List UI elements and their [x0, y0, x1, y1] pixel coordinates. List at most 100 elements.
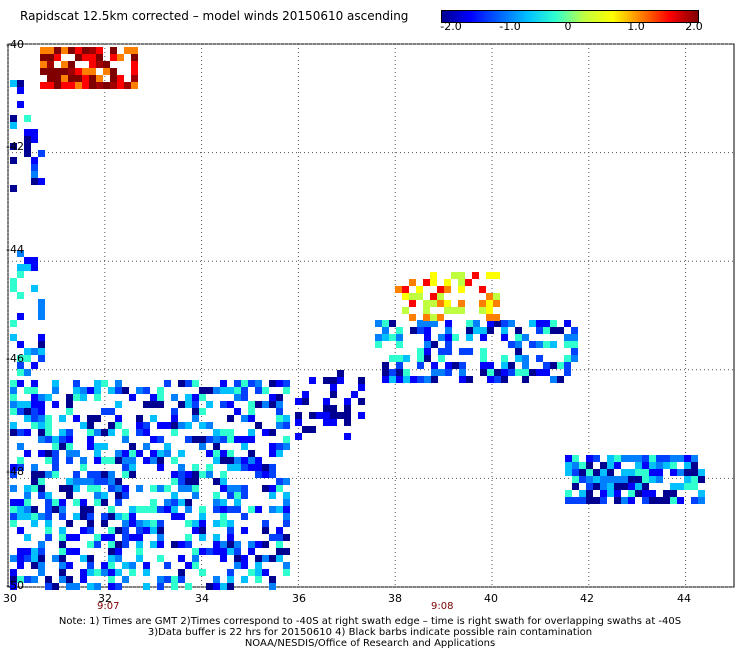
wind-diff-pixel — [24, 143, 31, 150]
wind-diff-pixel — [515, 348, 522, 355]
wind-diff-pixel — [66, 576, 73, 583]
wind-diff-pixel — [171, 457, 178, 464]
wind-diff-pixel — [59, 569, 66, 576]
wind-diff-pixel — [213, 429, 220, 436]
wind-diff-pixel — [248, 464, 255, 471]
wind-diff-pixel — [38, 471, 45, 478]
wind-diff-pixel — [45, 506, 52, 513]
wind-diff-pixel — [572, 455, 579, 462]
wind-diff-pixel — [157, 576, 164, 583]
wind-diff-pixel — [382, 327, 389, 334]
wind-diff-pixel — [178, 485, 185, 492]
wind-diff-pixel — [185, 471, 192, 478]
wind-diff-pixel — [227, 576, 234, 583]
wind-diff-pixel — [31, 257, 38, 264]
wind-diff-pixel — [684, 476, 691, 483]
wind-diff-pixel — [480, 355, 487, 362]
wind-diff-pixel — [663, 455, 670, 462]
wind-diff-pixel — [24, 408, 31, 415]
wind-diff-pixel — [31, 408, 38, 415]
wind-diff-pixel — [171, 499, 178, 506]
wind-diff-pixel — [409, 293, 416, 300]
wind-diff-pixel — [508, 369, 515, 376]
wind-diff-pixel — [213, 436, 220, 443]
wind-diff-pixel — [10, 506, 17, 513]
wind-diff-pixel — [571, 355, 578, 362]
wind-diff-pixel — [323, 405, 330, 412]
wind-diff-pixel — [656, 462, 663, 469]
wind-diff-pixel — [663, 490, 670, 497]
wind-diff-pixel — [52, 499, 59, 506]
wind-diff-pixel — [635, 462, 642, 469]
wind-diff-pixel — [192, 562, 199, 569]
wind-diff-pixel — [136, 520, 143, 527]
wind-diff-pixel — [129, 562, 136, 569]
wind-diff-pixel — [628, 455, 635, 462]
wind-diff-pixel — [309, 426, 316, 433]
wind-diff-pixel — [269, 429, 276, 436]
wind-diff-pixel — [220, 450, 227, 457]
wind-diff-pixel — [17, 264, 24, 271]
wind-diff-pixel — [54, 54, 61, 61]
wind-diff-pixel — [241, 555, 248, 562]
wind-diff-pixel — [691, 469, 698, 476]
wind-diff-pixel — [649, 497, 656, 504]
wind-diff-pixel — [424, 334, 431, 341]
wind-diff-pixel — [262, 471, 269, 478]
wind-diff-pixel — [375, 320, 382, 327]
wind-diff-pixel — [87, 583, 94, 590]
wind-diff-pixel — [501, 369, 508, 376]
wind-diff-pixel — [430, 272, 437, 279]
wind-diff-pixel — [206, 583, 213, 590]
wind-diff-pixel — [31, 506, 38, 513]
wind-diff-pixel — [295, 419, 302, 426]
wind-diff-pixel — [17, 341, 24, 348]
wind-diff-pixel — [276, 485, 283, 492]
wind-diff-pixel — [45, 576, 52, 583]
wind-diff-pixel — [52, 471, 59, 478]
wind-diff-pixel — [234, 506, 241, 513]
wind-diff-pixel — [178, 499, 185, 506]
wind-diff-pixel — [459, 348, 466, 355]
wind-diff-pixel — [276, 415, 283, 422]
wind-diff-pixel — [206, 387, 213, 394]
wind-diff-pixel — [164, 450, 171, 457]
wind-diff-pixel — [171, 394, 178, 401]
wind-diff-pixel — [75, 47, 82, 54]
wind-diff-pixel — [473, 327, 480, 334]
wind-diff-pixel — [157, 506, 164, 513]
wind-diff-pixel — [101, 443, 108, 450]
wind-diff-pixel — [59, 429, 66, 436]
wind-diff-pixel — [501, 334, 508, 341]
wind-diff-pixel — [227, 520, 234, 527]
wind-diff-pixel — [31, 264, 38, 271]
wind-diff-pixel — [375, 341, 382, 348]
wind-diff-pixel — [108, 457, 115, 464]
wind-diff-pixel — [480, 348, 487, 355]
wind-diff-pixel — [234, 499, 241, 506]
wind-diff-pixel — [479, 300, 486, 307]
wind-diff-pixel — [670, 490, 677, 497]
wind-diff-pixel — [227, 485, 234, 492]
wind-diff-pixel — [101, 562, 108, 569]
wind-diff-pixel — [94, 583, 101, 590]
wind-diff-pixel — [248, 457, 255, 464]
wind-diff-pixel — [38, 150, 45, 157]
wind-diff-pixel — [248, 380, 255, 387]
wind-diff-pixel — [68, 68, 75, 75]
wind-diff-pixel — [87, 527, 94, 534]
wind-diff-pixel — [192, 478, 199, 485]
wind-diff-pixel — [458, 307, 465, 314]
wind-diff-pixel — [17, 80, 24, 87]
wind-diff-pixel — [75, 54, 82, 61]
wind-diff-pixel — [31, 555, 38, 562]
wind-diff-pixel — [185, 541, 192, 548]
wind-diff-pixel — [94, 534, 101, 541]
wind-diff-pixel — [10, 422, 17, 429]
wind-diff-pixel — [529, 369, 536, 376]
wind-diff-pixel — [403, 369, 410, 376]
wind-diff-pixel — [663, 497, 670, 504]
wind-diff-pixel — [444, 307, 451, 314]
wind-diff-pixel — [17, 443, 24, 450]
wind-diff-pixel — [382, 362, 389, 369]
